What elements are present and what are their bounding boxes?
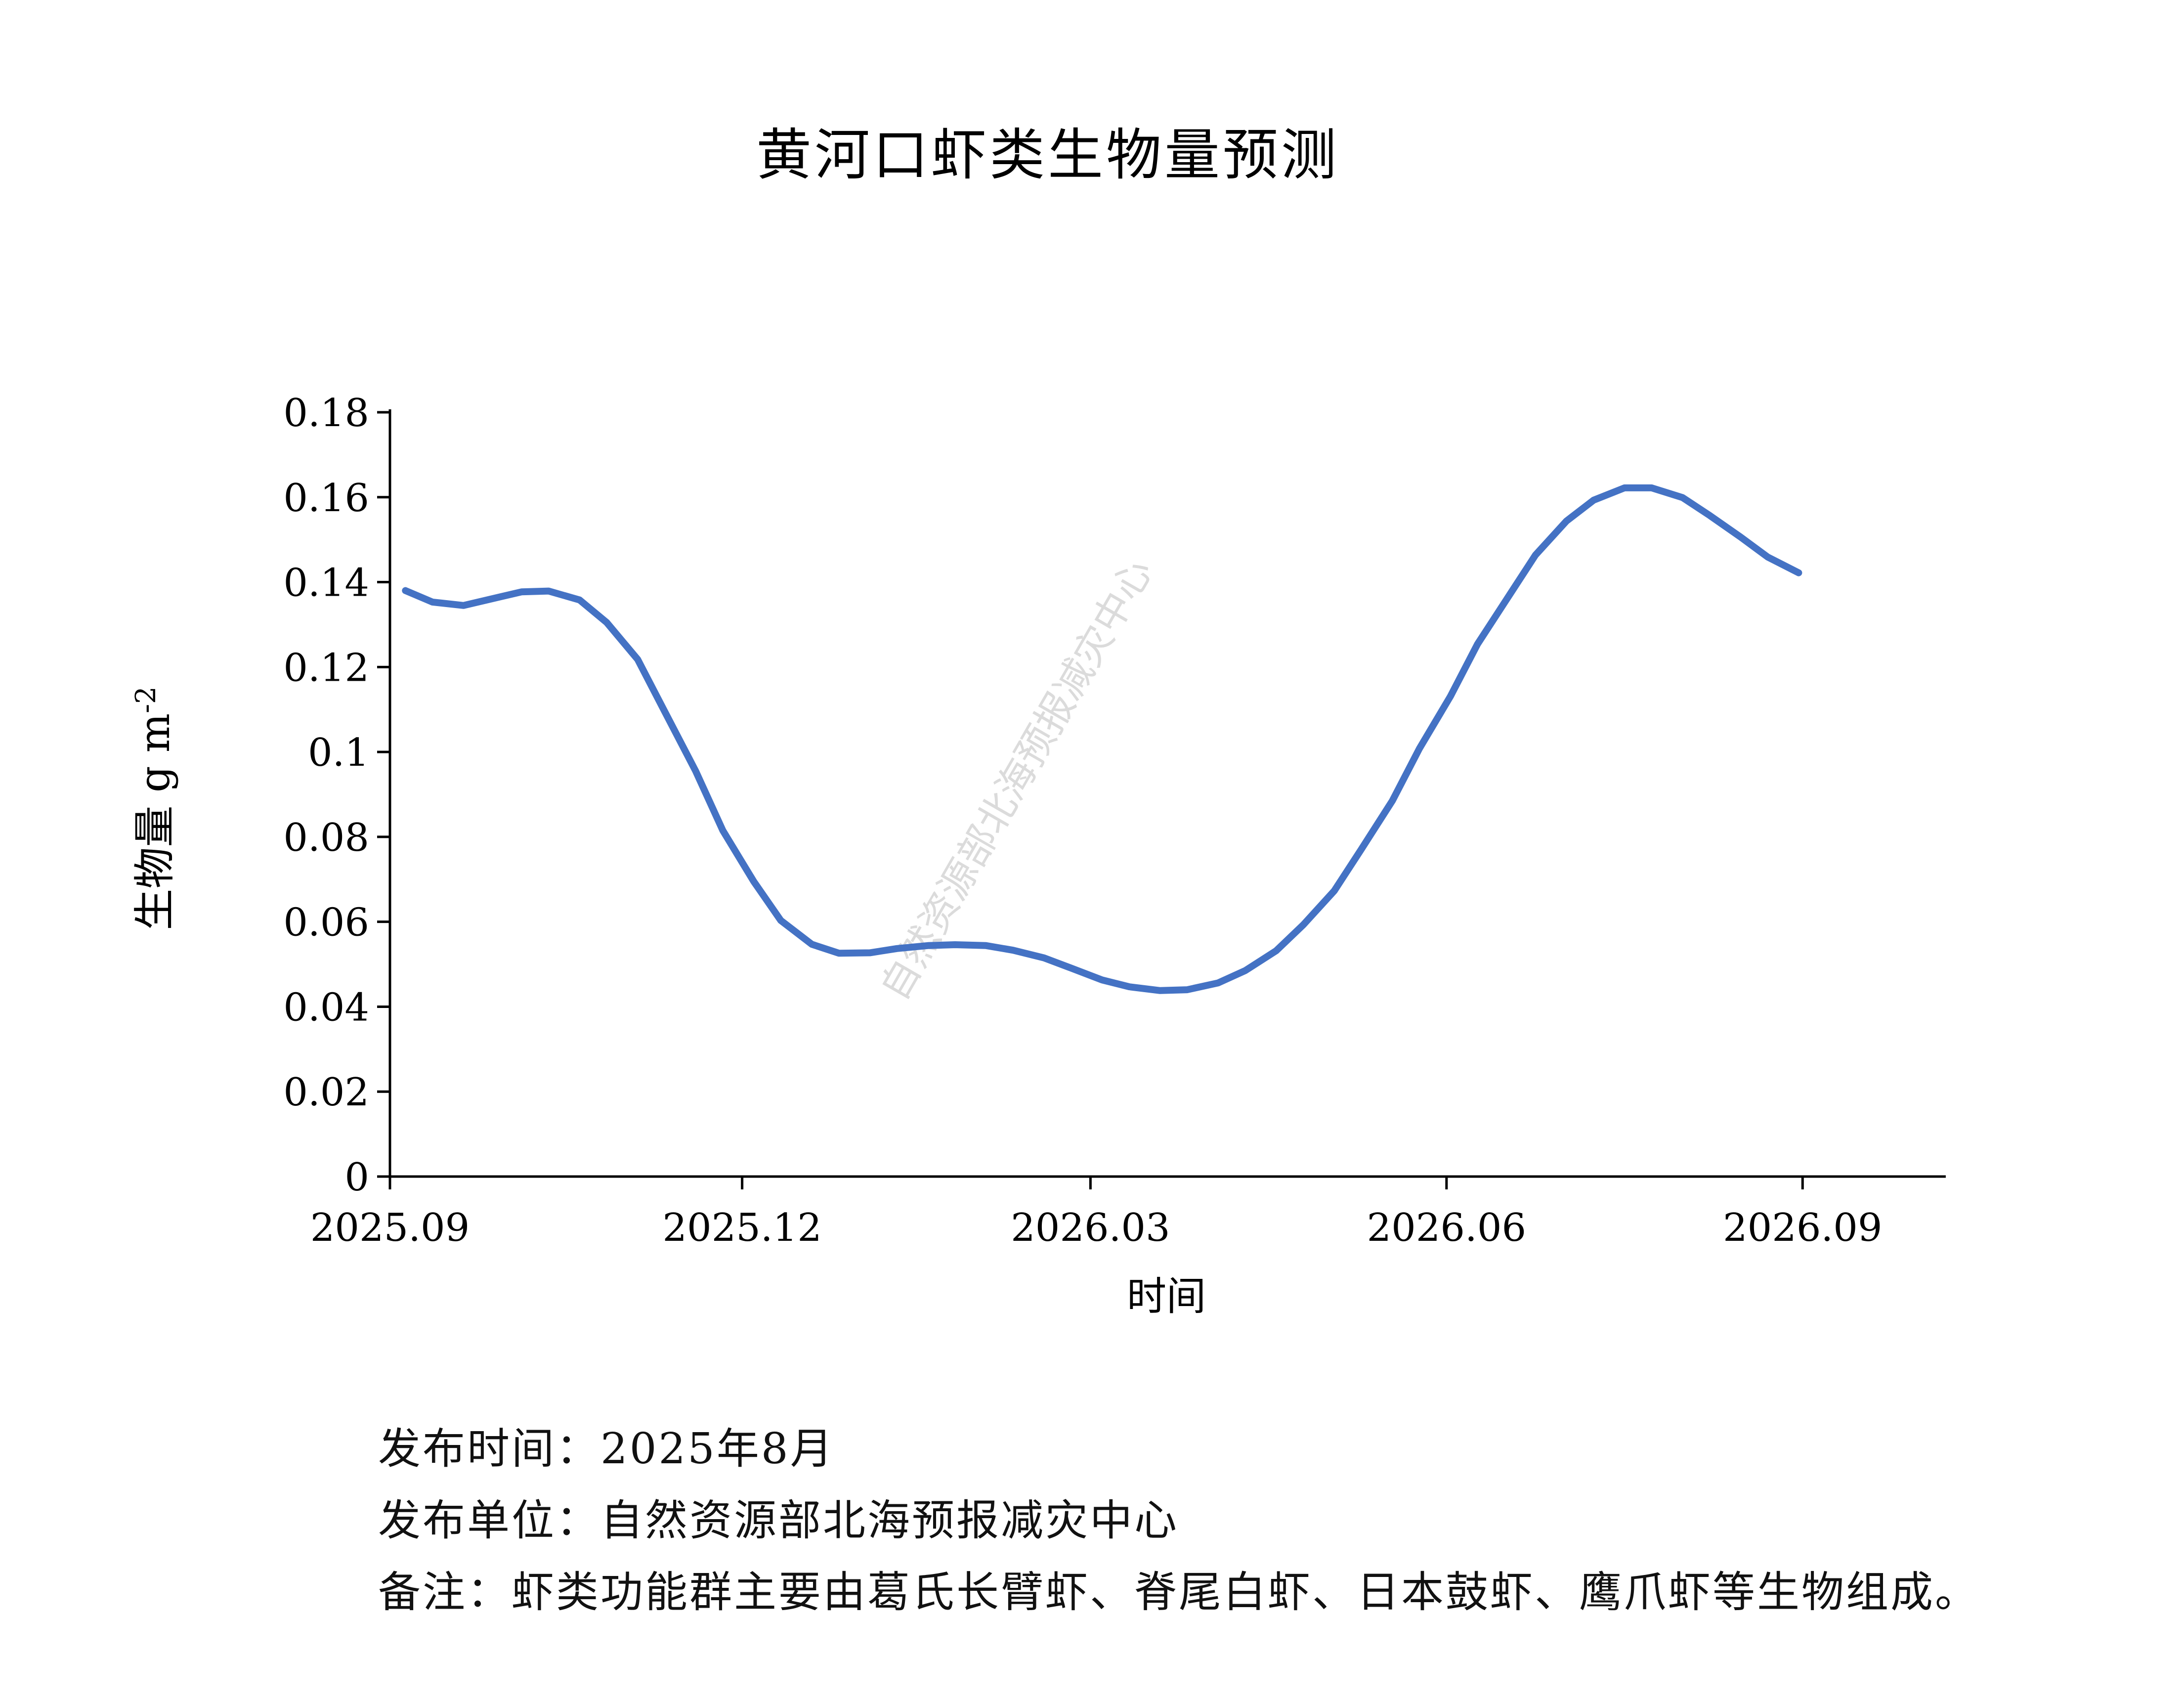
x-tick-label: 2026.03: [1011, 1206, 1170, 1250]
series-line-0: [402, 484, 1802, 994]
y-tick-label: 0.08: [283, 816, 369, 860]
plot-series: [402, 484, 1802, 994]
watermark: 自然资源部北海预报减灾中心: [872, 551, 1161, 1007]
y-tick-label: 0.1: [308, 731, 369, 775]
x-tick-label: 2026.06: [1367, 1206, 1527, 1250]
y-axis-label: 生物量 g m-2: [130, 686, 179, 930]
footer-release-unit: 发布单位：自然资源部北海预报减灾中心: [378, 1496, 1179, 1545]
x-tick-label: 2025.09: [310, 1206, 470, 1250]
y-tick-label: 0.06: [283, 901, 369, 945]
plot-axes: 0 0.02 0.04 0.06 0.08 0.1 0.12 0.14 0.16 0.18 2025…: [283, 391, 1946, 1250]
x-tick-label: 2025.12: [662, 1206, 822, 1250]
y-tick-label: 0.12: [283, 646, 369, 690]
footer-release-time: 发布时间：2025年8月: [378, 1424, 835, 1474]
x-tick-label: 2026.09: [1723, 1206, 1883, 1250]
footer-note: 备注：虾类功能群主要由葛氏长臂虾、脊尾白虾、日本鼓虾、鹰爪虾等生物组成。: [378, 1568, 1979, 1617]
y-tick-label: 0.14: [283, 561, 369, 606]
y-tick-label: 0.16: [283, 476, 369, 521]
y-tick-label: 0: [344, 1155, 369, 1200]
y-axis-label-text: 生物量 g m: [130, 713, 179, 930]
y-tick-label: 0.04: [283, 985, 369, 1030]
chart-title: 黄河口虾类生物量预测: [756, 123, 1339, 187]
y-tick-label: 0.02: [283, 1070, 369, 1115]
x-axis-label: 时间: [1127, 1273, 1206, 1319]
y-tick-label: 0.18: [283, 391, 369, 436]
y-axis-label-superscript: -2: [130, 686, 162, 713]
